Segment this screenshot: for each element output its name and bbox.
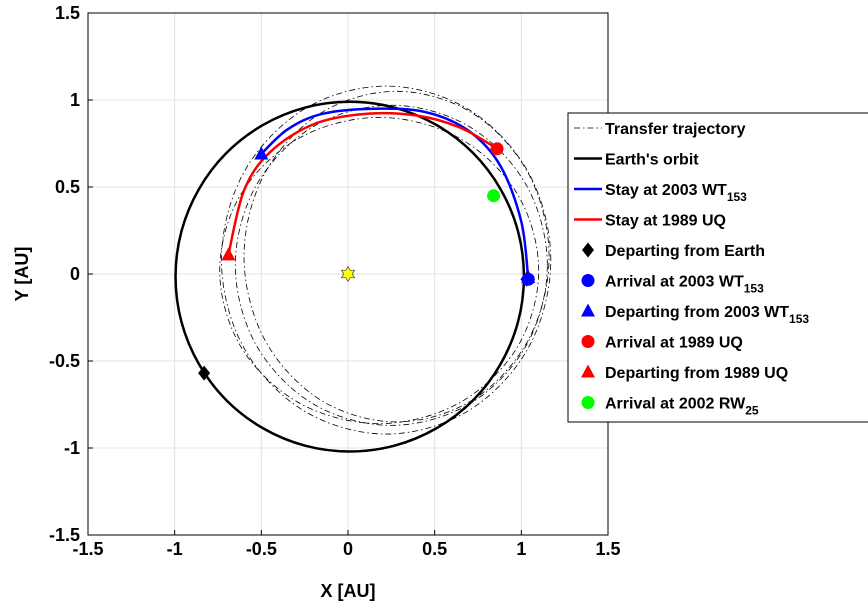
orbit-curve	[221, 85, 552, 435]
legend-label: Stay at 1989 UQ	[605, 213, 726, 230]
marker	[490, 142, 504, 156]
marker	[254, 146, 269, 160]
orbit-curve	[219, 116, 540, 425]
x-tick-label: -1.5	[72, 539, 103, 559]
legend-swatch	[581, 396, 595, 409]
y-tick-label: -0.5	[49, 351, 80, 371]
legend-label: Arrival at 2003 WT153	[605, 274, 764, 296]
legend-label: Earth's orbit	[605, 152, 699, 169]
x-tick-label: -1	[167, 539, 183, 559]
legend-label: Stay at 2003 WT153	[605, 182, 747, 204]
marker	[198, 365, 211, 381]
legend-swatch	[581, 364, 595, 378]
legend-text: Earth's orbit	[605, 152, 699, 169]
legend-text: Departing from 1989 UQ	[605, 365, 788, 382]
legend-label: Arrival at 2002 RW25	[605, 396, 759, 418]
legend-box	[567, 112, 868, 423]
legend-text: Departing from 2003 WT	[605, 304, 789, 321]
marker	[521, 269, 536, 283]
y-tick-label: -1	[64, 438, 80, 458]
orbit-curve	[227, 111, 498, 256]
marker	[487, 189, 501, 203]
marker	[340, 265, 356, 283]
y-tick-label: 0	[70, 264, 80, 284]
y-tick-label: 1	[70, 90, 80, 110]
y-axis-label: Y [AU]	[12, 247, 32, 302]
legend-text: Arrival at 1989 UQ	[605, 335, 743, 352]
legend-text: Stay at 2003 WT	[605, 182, 727, 199]
legend-subscript: 153	[789, 312, 809, 326]
x-axis-label: X [AU]	[321, 581, 376, 601]
y-tick-label: 0.5	[55, 177, 80, 197]
legend-label: Departing from 2003 WT153	[605, 304, 809, 326]
legend-text: Stay at 1989 UQ	[605, 213, 726, 230]
x-tick-label: -0.5	[246, 539, 277, 559]
legend-label: Transfer trajectory	[605, 121, 746, 138]
orbit-curve	[174, 100, 526, 453]
legend-swatch	[582, 242, 594, 258]
y-tick-label: 1.5	[55, 3, 80, 23]
legend-subscript: 153	[744, 282, 764, 296]
legend-subscript: 25	[745, 404, 759, 418]
legend-text: Arrival at 2003 WT	[605, 274, 744, 291]
legend-subscript: 153	[727, 190, 747, 204]
x-tick-label: 0.5	[422, 539, 447, 559]
y-tick-label: -1.5	[49, 525, 80, 545]
marker	[221, 247, 236, 261]
legend-text: Arrival at 2002 RW	[605, 396, 746, 413]
legend-label: Departing from 1989 UQ	[605, 365, 788, 382]
legend-swatch	[581, 303, 595, 317]
orbit-curve	[260, 107, 530, 280]
x-tick-label: 1	[516, 539, 526, 559]
x-tick-label: 0	[343, 539, 353, 559]
legend-text: Departing from Earth	[605, 243, 765, 260]
legend-swatch	[581, 274, 595, 287]
x-tick-label: 1.5	[595, 539, 620, 559]
legend-label: Departing from Earth	[605, 243, 765, 260]
legend-label: Arrival at 1989 UQ	[605, 335, 743, 352]
legend-text: Transfer trajectory	[605, 121, 746, 138]
legend-swatch	[581, 335, 595, 348]
